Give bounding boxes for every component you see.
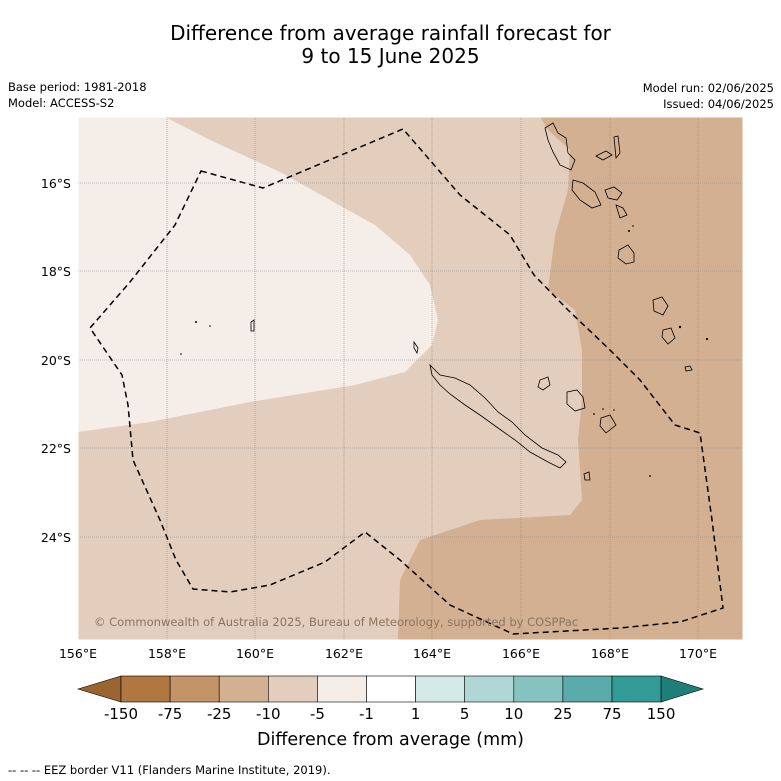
- lon-label-158e: 158°E: [147, 646, 186, 661]
- colorbar-tick-label: -25: [206, 705, 232, 723]
- lon-label-168e: 168°E: [590, 646, 629, 661]
- new-caledonia-mainland: [429, 363, 567, 469]
- isle-of-pines: [583, 471, 591, 481]
- vanuatu-ambrym: [604, 186, 623, 201]
- vanuatu-erromango: [652, 296, 669, 316]
- coastlines: [250, 122, 693, 481]
- vanuatu-tanna: [661, 327, 676, 345]
- eez-legend-note: -- -- -- EEZ border V11 (Flanders Marine…: [8, 763, 331, 777]
- model-name: Model: ACCESS-S2: [8, 96, 115, 110]
- small-islets: [180, 225, 709, 477]
- lat-label-16s: 16°S: [40, 176, 71, 191]
- colorbar-tick-label: 10: [504, 705, 524, 723]
- copyright-note: © Commonwealth of Australia 2025, Bureau…: [94, 615, 579, 629]
- chesterfield-islands: [250, 319, 255, 332]
- rainfall-shading: [78, 117, 743, 640]
- lat-label-18s: 18°S: [40, 264, 71, 279]
- colorbar-segment-11: [611, 675, 662, 703]
- colorbar-segment-3: [218, 675, 269, 703]
- loyalty-island-mare: [599, 414, 617, 434]
- colorbar-segment-6: [366, 675, 416, 703]
- lon-label-164e: 164°E: [412, 646, 451, 661]
- colorbar-tick-label: -10: [256, 705, 281, 723]
- vanuatu-espiritu-santo: [544, 122, 576, 171]
- colorbar-segment-8: [464, 675, 515, 703]
- colorbar-tick-label: 75: [602, 705, 622, 723]
- model-run: Model run: 02/06/2025: [642, 81, 774, 95]
- lon-label-160e: 160°E: [235, 646, 274, 661]
- loyalty-island-lifou: [566, 389, 586, 412]
- colorbar-tick-label: 1: [410, 705, 421, 723]
- lon-label-156e: 156°E: [58, 646, 97, 661]
- eez-border: [89, 128, 724, 635]
- colorbar-segment-5: [317, 675, 367, 703]
- colorbar-segment-4: [267, 675, 318, 703]
- gridlines: [78, 117, 743, 640]
- colorbar-title: Difference from average (mm): [256, 730, 525, 750]
- colorbar-tick-label: -150: [103, 705, 139, 723]
- issued-date: Issued: 04/06/2025: [663, 97, 774, 111]
- colorbar-tick-label: -75: [157, 705, 183, 723]
- belep-islands: [413, 340, 419, 355]
- colorbar-segment-2: [169, 675, 220, 703]
- colorbar-tick-label: -1: [359, 705, 374, 723]
- colorbar-tick-label: 5: [459, 705, 470, 723]
- colorbar-extend-low: [76, 675, 122, 703]
- vanuatu-aneityum: [684, 365, 693, 372]
- vanuatu-malekula: [571, 179, 602, 209]
- colorbar-segment-1: [120, 675, 171, 703]
- colorbar-extend-high: [660, 675, 705, 703]
- lon-label-170e: 170°E: [678, 646, 717, 661]
- vanuatu-epi: [615, 204, 628, 219]
- colorbar-segment-10: [562, 675, 613, 703]
- colorbar-tick-label: 25: [553, 705, 573, 723]
- vanuatu-pentecost: [613, 135, 621, 160]
- lat-label-22s: 22°S: [40, 441, 71, 456]
- vanuatu-maewo: [595, 150, 613, 161]
- colorbar-tick-label: 150: [646, 705, 676, 723]
- map-frame: [77, 116, 744, 641]
- colorbar-tick-label: -5: [309, 705, 325, 723]
- colorbar-segment-7: [415, 675, 466, 703]
- loyalty-island-ouvea: [537, 376, 551, 391]
- colorbar-segment-9: [513, 675, 564, 703]
- title-line-1: Difference from average rainfall forecas…: [170, 21, 611, 45]
- vanuatu-efate: [617, 244, 635, 265]
- lon-label-162e: 162°E: [324, 646, 363, 661]
- base-period: Base period: 1981-2018: [8, 80, 147, 94]
- title-line-2: 9 to 15 June 2025: [301, 44, 480, 68]
- lon-label-166e: 166°E: [501, 646, 540, 661]
- colorbar: [76, 675, 705, 703]
- lat-label-24s: 24°S: [40, 530, 71, 545]
- lat-label-20s: 20°S: [40, 353, 71, 368]
- zone-minus1-to-minus5: [78, 117, 438, 432]
